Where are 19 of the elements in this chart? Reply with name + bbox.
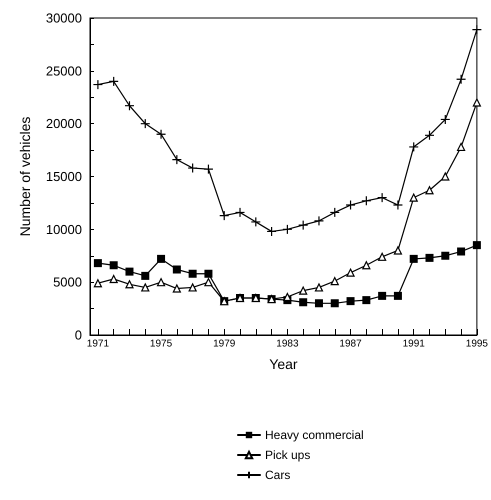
x-axis-title: Year [269,356,298,372]
y-tick-label: 5000 [53,274,82,290]
y-tick-label: 15000 [46,169,82,184]
x-tick-label: 1979 [213,338,236,350]
y-tick-label: 25000 [46,63,82,78]
legend-label: Pick ups [265,448,310,462]
x-tick-label: 1995 [466,338,488,350]
x-tick-label: 1983 [276,338,299,350]
x-tick-label: 1987 [339,338,362,350]
y-tick-label: 10000 [46,222,82,237]
legend-label: Cars [265,468,290,482]
y-tick-label: 20000 [46,116,82,132]
y-axis-title: Number of vehicles [17,116,33,236]
x-tick-label: 1975 [150,338,173,350]
y-tick-label: 0 [74,328,82,342]
y-tick-label: 30000 [46,10,82,26]
x-tick-label: 1971 [86,338,110,350]
x-tick-label: 1991 [402,338,426,350]
legend-label: Heavy commercial [265,428,364,442]
